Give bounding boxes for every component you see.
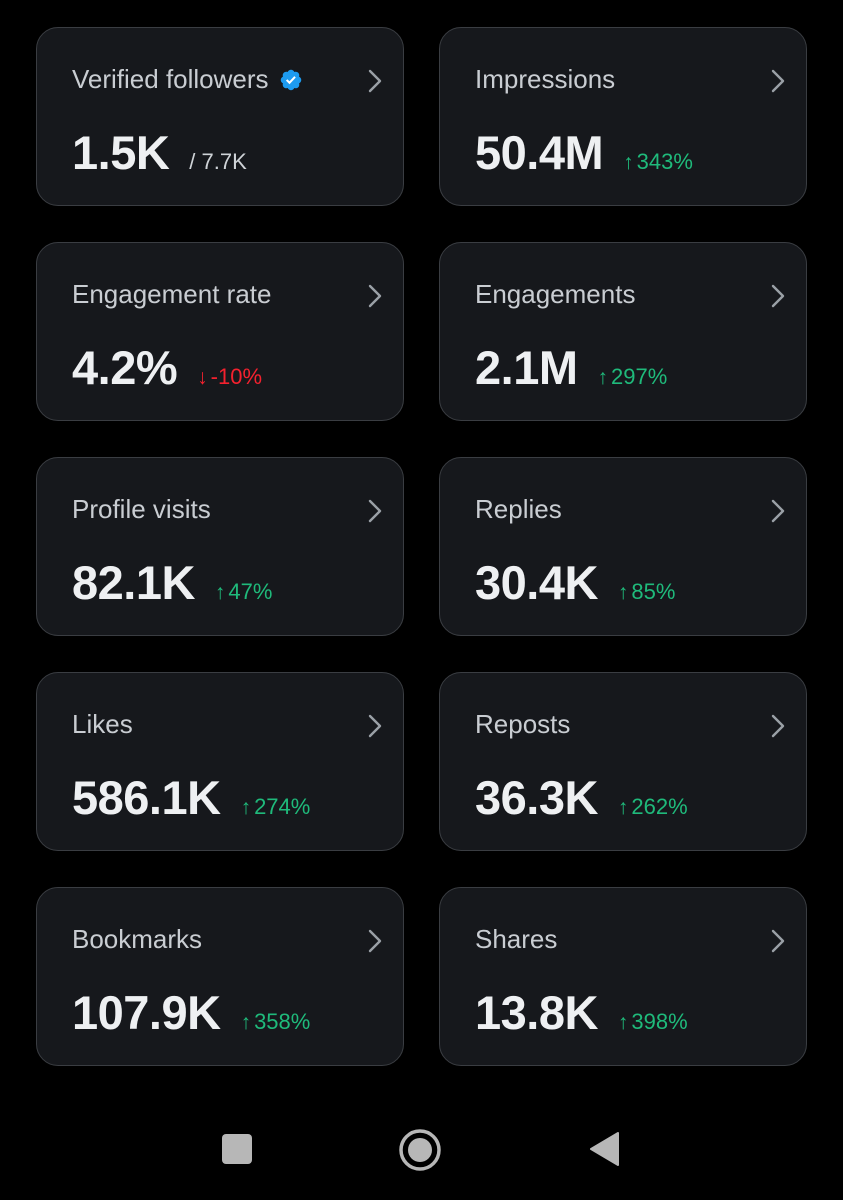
value-row: 50.4M ↑ 343% [475,125,693,180]
metric-delta: ↑ 358% [241,1009,311,1035]
chevron-right-icon [368,499,382,523]
card-title: Engagements [475,279,635,310]
verified-badge-icon [280,69,301,90]
metric-value: 50.4M [475,126,604,179]
metric-delta: ↓ -10% [197,364,262,390]
chevron-right-icon [368,929,382,953]
card-impressions[interactable]: Impressions 50.4M ↑ 343% [439,27,807,206]
card-title: Engagement rate [72,279,271,310]
metric-value: 1.5K [72,126,170,179]
card-title-label: Engagement rate [72,279,272,309]
arrow-up-icon: ↑ [617,1011,629,1034]
arrow-up-icon: ↑ [617,581,629,604]
card-title-label: Likes [72,709,133,739]
recents-square-icon[interactable] [222,1134,252,1164]
metric-value: 30.4K [475,556,598,609]
system-navigation-bar [0,1100,843,1200]
card-title: Replies [475,494,562,525]
arrow-up-icon: ↑ [240,1011,252,1034]
card-title-label: Verified followers [72,64,269,94]
home-circle-icon[interactable] [398,1128,442,1172]
chevron-right-icon [771,499,785,523]
card-title: Profile visits [72,494,211,525]
metric-value: 2.1M [475,341,578,394]
card-title-label: Profile visits [72,494,211,524]
card-reposts[interactable]: Reposts 36.3K ↑ 262% [439,672,807,851]
metric-delta: ↑ 274% [241,794,311,820]
analytics-grid: Verified followers 1.5K / 7.7K Impressio… [36,27,807,1066]
card-title: Bookmarks [72,924,202,955]
card-title-label: Reposts [475,709,571,739]
arrow-up-icon: ↑ [597,366,609,389]
chevron-right-icon [771,69,785,93]
card-title-label: Impressions [475,64,616,94]
card-verified-followers[interactable]: Verified followers 1.5K / 7.7K [36,27,404,206]
value-row: 36.3K ↑ 262% [475,770,688,825]
card-shares[interactable]: Shares 13.8K ↑ 398% [439,887,807,1066]
metric-delta: ↑ 85% [618,579,676,605]
value-row: 82.1K ↑ 47% [72,555,272,610]
metric-value: 82.1K [72,556,195,609]
chevron-right-icon [368,284,382,308]
card-title-label: Engagements [475,279,636,309]
card-title: Reposts [475,709,570,740]
card-title-label: Shares [475,924,558,954]
value-row: 586.1K ↑ 274% [72,770,310,825]
delta-value: 343% [636,149,693,174]
card-title: Impressions [475,64,615,95]
metric-total: / 7.7K [189,149,247,174]
delta-value: 398% [631,1009,688,1034]
delta-value: -10% [210,364,262,389]
card-engagements[interactable]: Engagements 2.1M ↑ 297% [439,242,807,421]
arrow-up-icon: ↑ [214,581,226,604]
metric-delta: ↑ 398% [618,1009,688,1035]
value-row: 107.9K ↑ 358% [72,985,310,1040]
back-triangle-icon[interactable] [588,1130,622,1168]
metric-delta: ↑ 47% [215,579,273,605]
metric-value: 13.8K [475,986,598,1039]
card-replies[interactable]: Replies 30.4K ↑ 85% [439,457,807,636]
metric-value: 4.2% [72,341,178,394]
value-row: 1.5K / 7.7K [72,125,247,180]
arrow-up-icon: ↑ [623,151,634,174]
value-row: 2.1M ↑ 297% [475,340,667,395]
metric-delta: ↑ 343% [623,149,693,175]
card-title: Shares [475,924,557,955]
metric-value: 36.3K [475,771,598,824]
delta-value: 47% [228,579,273,604]
card-bookmarks[interactable]: Bookmarks 107.9K ↑ 358% [36,887,404,1066]
delta-value: 358% [254,1009,311,1034]
metric-delta: ↑ 262% [618,794,688,820]
card-title: Verified followers [72,64,303,95]
chevron-right-icon [771,714,785,738]
metric-value: 586.1K [72,771,221,824]
chevron-right-icon [771,284,785,308]
value-row: 4.2% ↓ -10% [72,340,262,395]
delta-value: 297% [611,364,668,389]
metric-delta: ↑ 297% [598,364,668,390]
card-title-label: Bookmarks [72,924,203,954]
arrow-up-icon: ↑ [617,796,629,819]
chevron-right-icon [368,714,382,738]
arrow-up-icon: ↑ [240,796,252,819]
chevron-right-icon [771,929,785,953]
arrow-down-icon: ↓ [197,366,208,389]
chevron-right-icon [368,69,382,93]
card-profile-visits[interactable]: Profile visits 82.1K ↑ 47% [36,457,404,636]
delta-value: 85% [631,579,676,604]
card-title: Likes [72,709,133,740]
metric-value: 107.9K [72,986,221,1039]
card-engagement-rate[interactable]: Engagement rate 4.2% ↓ -10% [36,242,404,421]
value-row: 13.8K ↑ 398% [475,985,688,1040]
delta-value: 262% [631,794,688,819]
card-likes[interactable]: Likes 586.1K ↑ 274% [36,672,404,851]
value-row: 30.4K ↑ 85% [475,555,675,610]
delta-value: 274% [254,794,311,819]
card-title-label: Replies [475,494,562,524]
